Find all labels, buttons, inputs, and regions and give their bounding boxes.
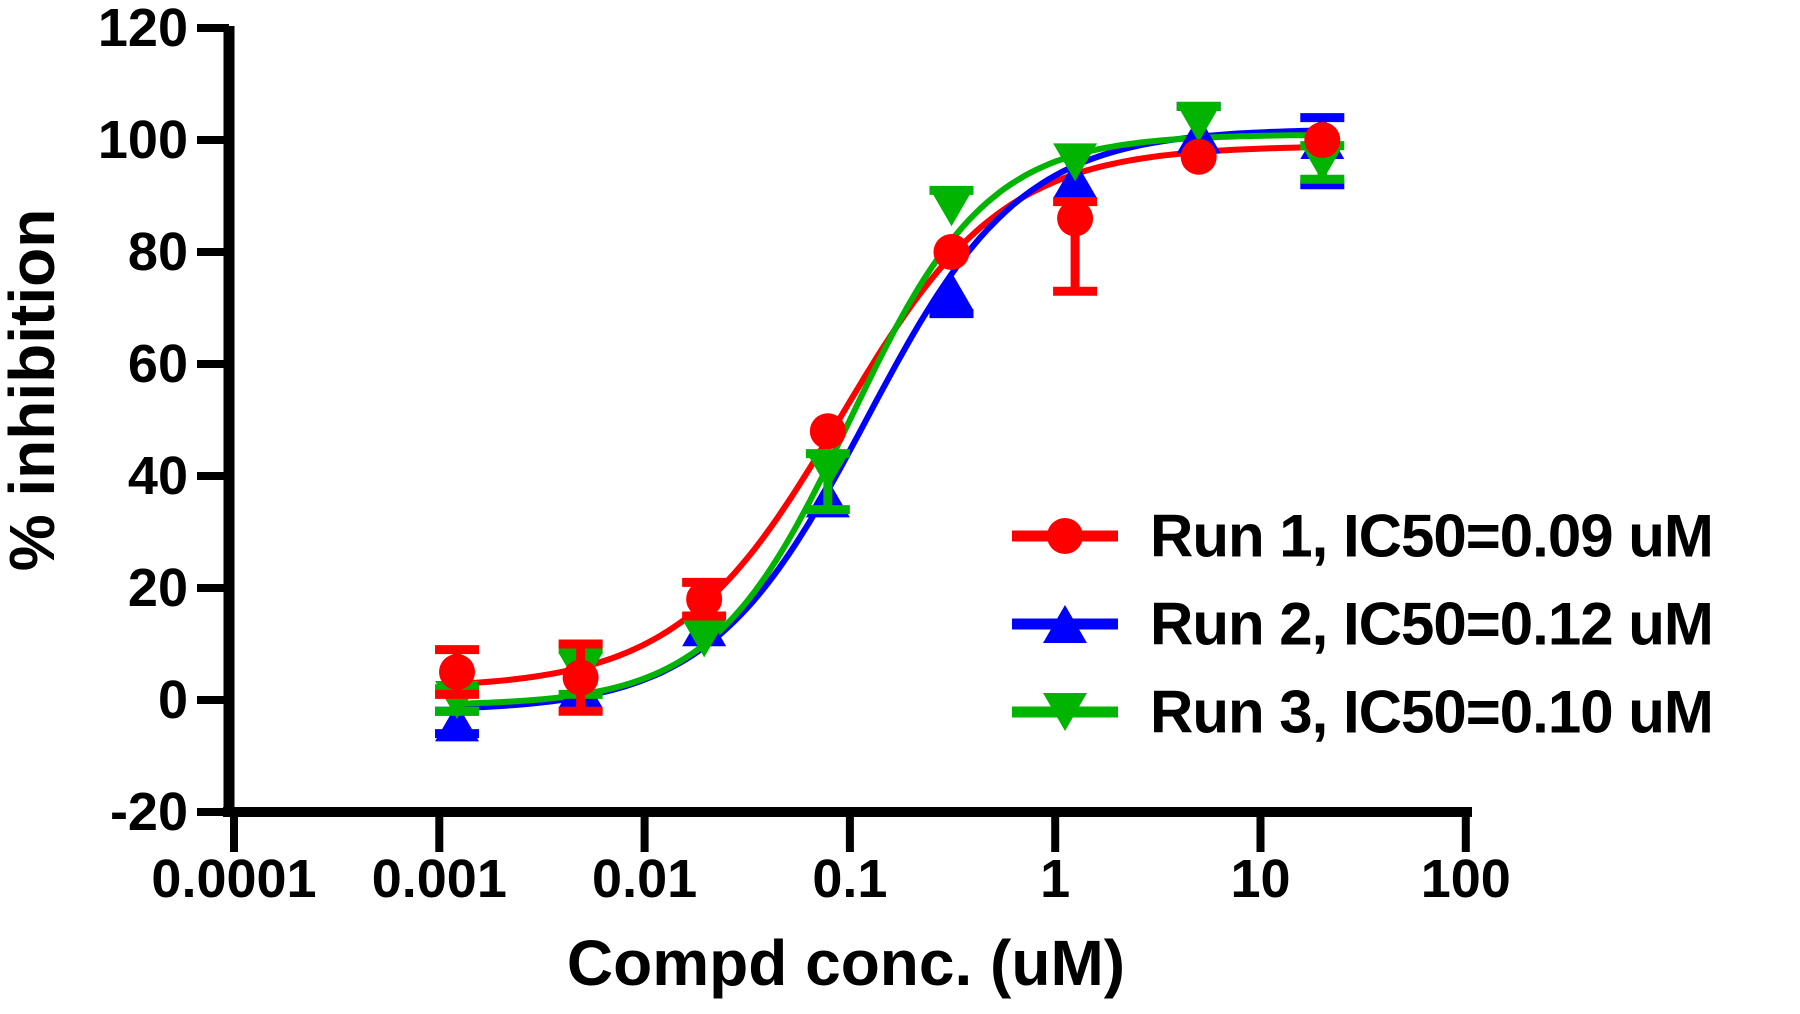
legend-item-run-2: Run 2, IC50=0.12 uM xyxy=(1012,591,1714,658)
y-tick-label: 120 xyxy=(98,0,188,58)
legend-label: Run 3, IC50=0.10 uM xyxy=(1150,679,1713,746)
axes: -20 0 20 40 60 80 100 120 0.0001 0.001 0.01 0.1 1 10 1… xyxy=(98,0,1511,909)
y-tick-label: 60 xyxy=(128,334,188,394)
x-tick-label: 0.0001 xyxy=(151,849,316,909)
data-point-triangle-down xyxy=(929,188,974,227)
data-point-circle xyxy=(562,659,599,696)
data-point-circle xyxy=(1057,200,1094,237)
data-point-triangle-down xyxy=(805,451,850,490)
data-point-circle xyxy=(1180,138,1217,175)
data-point-triangle-down xyxy=(682,619,727,658)
data-point-triangle-down xyxy=(1176,104,1221,143)
y-tick-label: 80 xyxy=(128,222,188,282)
x-tick-label: 0.001 xyxy=(372,849,507,909)
data-point-circle xyxy=(439,654,476,690)
y-tick-label: 40 xyxy=(128,446,188,506)
x-tick-label: 100 xyxy=(1421,849,1511,909)
y-tick-label: 20 xyxy=(128,558,188,618)
legend: Run 1, IC50=0.09 uM Run 2, IC50=0.12 uM Ru… xyxy=(1012,503,1714,746)
legend-marker-circle xyxy=(1047,518,1083,554)
legend-item-run-1: Run 1, IC50=0.09 uM xyxy=(1012,503,1714,570)
data-point-triangle-up xyxy=(929,272,974,311)
y-axis-title: % inhibition xyxy=(0,209,68,572)
y-tick-label: 100 xyxy=(98,110,188,170)
data-point-triangle-up xyxy=(435,703,480,742)
x-tick-label: 10 xyxy=(1230,849,1290,909)
legend-marker-triangle-down xyxy=(1043,693,1087,731)
series-run-1 xyxy=(435,122,1341,716)
x-axis-title: Compd conc. (uM) xyxy=(567,927,1125,999)
y-tick-label: 0 xyxy=(158,670,188,730)
legend-marker-triangle-up xyxy=(1043,605,1087,643)
data-point-triangle-down xyxy=(1053,143,1098,182)
legend-item-run-3: Run 3, IC50=0.10 uM xyxy=(1012,679,1714,746)
legend-label: Run 1, IC50=0.09 uM xyxy=(1150,503,1713,570)
legend-label: Run 2, IC50=0.12 uM xyxy=(1150,591,1713,658)
data-point-circle xyxy=(809,413,846,450)
y-tick-label: -20 xyxy=(110,782,188,842)
x-tick-label: 0.01 xyxy=(592,849,697,909)
x-tick-label: 0.1 xyxy=(812,849,887,909)
data-point-circle xyxy=(1304,122,1341,158)
data-point-circle xyxy=(686,581,723,618)
x-tick-label: 1 xyxy=(1040,849,1070,909)
data-point-circle xyxy=(933,234,970,270)
